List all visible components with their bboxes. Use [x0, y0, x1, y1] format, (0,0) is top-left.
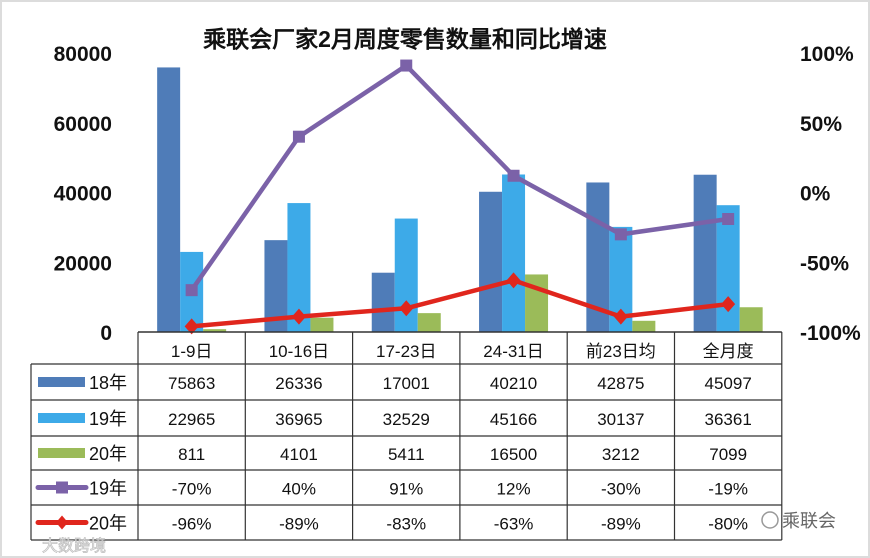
- bar-20年-2: [417, 313, 441, 332]
- table-cell: 22965: [168, 410, 215, 429]
- bar-18年-5: [693, 174, 717, 332]
- marker-square-2: [400, 59, 413, 72]
- left-axis-tick-label: 60000: [54, 113, 112, 136]
- legend-label: 20年: [89, 514, 127, 534]
- category-label: 全月度: [703, 342, 754, 361]
- legend-marker-diamond: [56, 515, 68, 530]
- table-cell: 45097: [705, 374, 752, 393]
- table-cell: -70%: [172, 480, 212, 499]
- line-series-19年: [189, 63, 729, 292]
- marker-square-0: [185, 284, 198, 297]
- table-cell: 26336: [275, 374, 322, 393]
- table-cell: 45166: [490, 410, 537, 429]
- legend-marker-square: [56, 481, 68, 494]
- watermark-right: 乘联会: [782, 511, 836, 531]
- table-cell: 40%: [282, 480, 316, 499]
- category-label: 24-31日: [483, 342, 543, 361]
- table-cell: 36361: [705, 410, 752, 429]
- table-cell: -80%: [708, 515, 748, 534]
- bar-18年-1: [264, 240, 288, 332]
- bar-19年-5: [716, 205, 740, 332]
- table-cell: 32529: [383, 410, 430, 429]
- marker-square-1: [292, 130, 305, 143]
- legend-label: 19年: [89, 409, 127, 429]
- table-cell: 3212: [602, 445, 640, 464]
- marker-diamond-0: [184, 318, 199, 335]
- table-cell: 5411: [388, 445, 425, 464]
- legend-label: 19年: [89, 479, 127, 499]
- legend-key-bar-18年: [38, 377, 85, 387]
- marker-square-3: [507, 169, 520, 182]
- bar-19年-1: [287, 203, 311, 332]
- legend-label: 20年: [89, 444, 127, 464]
- right-axis-tick-label: -100%: [800, 322, 861, 345]
- bar-18年-3: [479, 191, 503, 332]
- watermark-left: 大数跨境: [42, 536, 106, 555]
- legend-key-bar-20年: [38, 448, 85, 458]
- marker-diamond-4: [613, 308, 628, 325]
- table-cell: -89%: [601, 515, 641, 534]
- line-series-20年: [191, 278, 729, 329]
- marker-diamond-3: [506, 272, 521, 289]
- marker-diamond-2: [399, 300, 414, 317]
- category-label: 10-16日: [269, 342, 329, 361]
- right-axis-tick-label: 100%: [800, 43, 854, 66]
- bar-19年-3: [502, 174, 526, 332]
- bar-18年-2: [371, 272, 395, 332]
- table-cell: 40210: [490, 374, 537, 393]
- table-cell: 4101: [280, 445, 318, 464]
- bar-18年-0: [157, 67, 181, 332]
- right-axis-tick-label: 50%: [800, 113, 842, 136]
- marker-square-5: [722, 213, 735, 226]
- table-cell: -96%: [172, 515, 212, 534]
- table-cell: 75863: [168, 374, 215, 393]
- category-label: 17-23日: [376, 342, 436, 361]
- bar-19年-2: [394, 218, 418, 332]
- table-cell: -89%: [279, 515, 319, 534]
- table-cell: 16500: [490, 445, 537, 464]
- legend-label: 18年: [89, 373, 127, 393]
- bar-20年-1: [310, 317, 334, 332]
- left-axis-tick-label: 40000: [54, 183, 112, 206]
- category-label: 1-9日: [171, 342, 213, 361]
- table-cell: -83%: [386, 515, 426, 534]
- bar-20年-4: [632, 320, 656, 332]
- left-axis-tick-label: 80000: [54, 43, 112, 66]
- wechat-icon: [761, 511, 779, 529]
- marker-diamond-5: [721, 296, 736, 313]
- table-cell: -30%: [601, 480, 641, 499]
- table-cell: 12%: [497, 480, 531, 499]
- bar-19年-4: [609, 226, 633, 332]
- bar-20年-0: [203, 329, 227, 332]
- table-cell: -19%: [708, 480, 748, 499]
- table-cell: -63%: [494, 515, 534, 534]
- left-axis-tick-label: 20000: [54, 252, 112, 275]
- table-cell: 42875: [597, 374, 644, 393]
- right-axis-tick-label: 0%: [800, 183, 831, 206]
- table-cell: 36965: [275, 410, 322, 429]
- table-cell: 91%: [389, 480, 423, 499]
- right-axis-tick-label: -50%: [800, 252, 849, 275]
- table-cell: 811: [178, 445, 205, 464]
- category-label: 前23日均: [586, 342, 656, 361]
- table-cell: 17001: [383, 374, 430, 393]
- chart-title: 乘联会厂家2月周度零售数量和同比增速: [202, 26, 607, 52]
- legend-key-bar-19年: [38, 413, 85, 423]
- marker-diamond-1: [291, 308, 306, 325]
- table-cell: 7099: [709, 445, 747, 464]
- left-axis-tick-label: 0: [100, 322, 112, 345]
- table-cell: 30137: [597, 410, 644, 429]
- bar-20年-5: [739, 307, 763, 332]
- marker-square-4: [614, 228, 627, 241]
